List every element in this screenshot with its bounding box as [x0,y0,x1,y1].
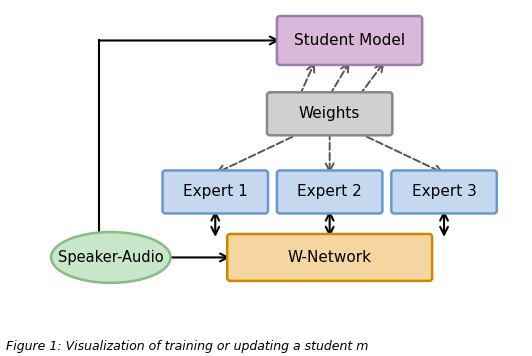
FancyBboxPatch shape [392,171,497,214]
Text: Expert 2: Expert 2 [297,184,362,199]
Text: Expert 1: Expert 1 [183,184,247,199]
FancyBboxPatch shape [227,234,432,281]
Text: Student Model: Student Model [294,33,405,48]
FancyBboxPatch shape [267,92,392,135]
Text: Speaker-Audio: Speaker-Audio [58,250,164,265]
FancyBboxPatch shape [163,171,268,214]
Ellipse shape [51,232,170,283]
Text: Expert 3: Expert 3 [412,184,477,199]
Text: Weights: Weights [299,106,360,121]
FancyBboxPatch shape [277,16,422,65]
Text: Figure 1: Visualization of training or updating a student m: Figure 1: Visualization of training or u… [6,340,369,352]
Text: W-Network: W-Network [288,250,372,265]
FancyBboxPatch shape [277,171,383,214]
